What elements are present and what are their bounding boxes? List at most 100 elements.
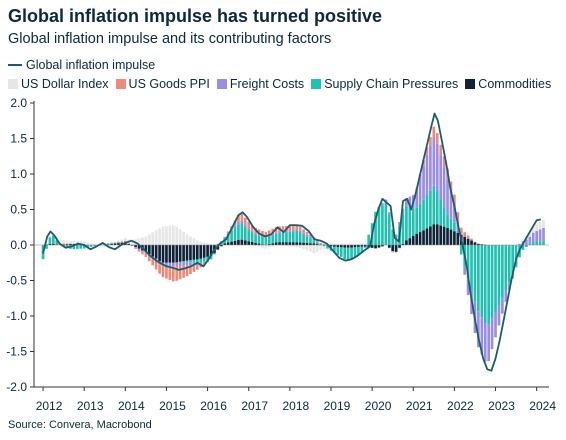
stack-bar-segment — [147, 245, 151, 255]
stack-bar-segment — [315, 241, 319, 243]
stack-bar-segment — [113, 242, 117, 244]
stack-bar-segment — [151, 232, 155, 245]
stack-bar-segment — [391, 245, 395, 252]
legend-label: US Goods PPI — [128, 77, 210, 91]
stack-bar-segment — [521, 240, 525, 242]
legend-label: Freight Costs — [229, 77, 305, 91]
stack-bar-segment — [305, 242, 309, 245]
stack-bar-segment — [381, 245, 384, 247]
stack-bar-segment — [463, 236, 467, 245]
stack-bar-segment — [339, 247, 343, 257]
stack-bar-segment — [425, 195, 429, 229]
stack-bar-segment — [110, 242, 113, 244]
stack-bar-segment — [230, 241, 233, 245]
stack-bar-segment — [99, 245, 103, 247]
stack-bar-segment — [171, 266, 175, 282]
stack-bar-segment — [319, 242, 323, 244]
stack-bar-segment — [165, 226, 168, 245]
stack-bar-segment — [422, 199, 425, 231]
stack-bar-segment — [240, 213, 244, 221]
stack-bar-segment — [470, 240, 473, 245]
stack-bar-segment — [103, 245, 107, 248]
legend-item-freight: Freight Costs — [216, 77, 305, 91]
stack-bar-segment — [466, 235, 470, 239]
stack-bar-segment — [202, 261, 206, 263]
stack-bar-segment — [418, 178, 422, 204]
stack-bar-segment — [257, 229, 261, 235]
stack-bar-segment — [387, 247, 391, 249]
stack-bar-segment — [473, 245, 477, 302]
stack-bar-segment — [130, 245, 134, 246]
stack-bar-segment — [274, 234, 278, 243]
stack-bar-segment — [418, 203, 422, 233]
stack-bar-segment — [487, 324, 491, 361]
stack-bar-segment — [267, 245, 271, 248]
stack-bar-segment — [432, 126, 436, 138]
stack-bar-segment — [65, 243, 69, 245]
legend-item-commodities: Commodities — [465, 77, 551, 91]
stack-bar-segment — [243, 217, 247, 225]
stack-bar-segment — [175, 262, 179, 266]
stack-bar-segment — [504, 289, 508, 302]
stack-bar-segment — [343, 243, 347, 245]
stack-bar-segment — [267, 230, 271, 236]
stack-bar-segment — [535, 241, 538, 245]
stack-bar-segment — [435, 133, 439, 144]
impulse-line — [42, 112, 541, 372]
stack-bar-segment — [463, 266, 467, 275]
stack-bar-segment — [480, 245, 484, 318]
stack-bar-segment — [329, 243, 333, 245]
stack-bar-segment — [473, 241, 477, 243]
stack-bar-segment — [165, 245, 168, 263]
stack-bar-segment — [182, 231, 185, 245]
stack-bar-segment — [538, 241, 542, 245]
stack-bar-segment — [429, 145, 432, 191]
stack-bar-segment — [257, 245, 261, 247]
stack-bar-segment — [394, 251, 398, 254]
stack-bar-segment — [168, 245, 172, 263]
stack-bar-segment — [175, 245, 179, 263]
stack-bar-segment — [439, 199, 443, 226]
stack-bar-segment — [528, 243, 532, 245]
stack-bar-segment — [291, 245, 295, 247]
stack-bar-segment — [394, 245, 398, 252]
stack-bar-segment — [449, 181, 453, 192]
stack-bar-segment — [113, 243, 117, 245]
stack-bar-segment — [226, 242, 230, 245]
stack-bar-segment — [453, 231, 456, 245]
stack-bar-segment — [531, 241, 535, 245]
stack-bar-segment — [291, 231, 295, 243]
line-legend-swatch — [8, 64, 22, 66]
stack-bar-segment — [233, 225, 237, 228]
stack-bar-segment — [432, 224, 436, 245]
y-tick-label: 1.5 — [10, 132, 27, 146]
stack-bar-segment — [408, 197, 412, 208]
stack-bar-segment — [363, 243, 367, 245]
stack-bar-segment — [213, 243, 216, 245]
stack-bar-segment — [374, 245, 377, 249]
stack-bar-segment — [171, 245, 175, 263]
stack-bar-segment — [295, 245, 299, 247]
stack-bar-segment — [315, 245, 319, 252]
chart-subtitle: Global inflation impulse and its contrib… — [8, 31, 332, 47]
stack-bar-segment — [144, 253, 148, 258]
stack-bar-segment — [305, 232, 309, 235]
stack-bar-segment — [158, 228, 161, 245]
stack-bar-segment — [363, 245, 367, 247]
stack-bar-segment — [514, 265, 518, 268]
stack-bar-segment — [319, 245, 323, 250]
stack-bar-segment — [79, 241, 83, 245]
stack-bar-segment — [206, 245, 209, 257]
stack-bar-segment — [65, 244, 69, 245]
stack-bar-segment — [442, 167, 446, 208]
stack-bar-segment — [501, 297, 504, 314]
stack-bar-segment — [113, 242, 117, 243]
stack-bar-segment — [110, 243, 113, 245]
stack-bar-segment — [435, 224, 439, 245]
stack-bar-segment — [147, 256, 151, 262]
stack-bar-segment — [291, 225, 295, 231]
x-tick-label: 2014 — [118, 399, 145, 413]
stack-bar-segment — [233, 240, 237, 245]
stack-bar-segment — [250, 231, 254, 234]
stack-bar-segment — [449, 191, 453, 219]
